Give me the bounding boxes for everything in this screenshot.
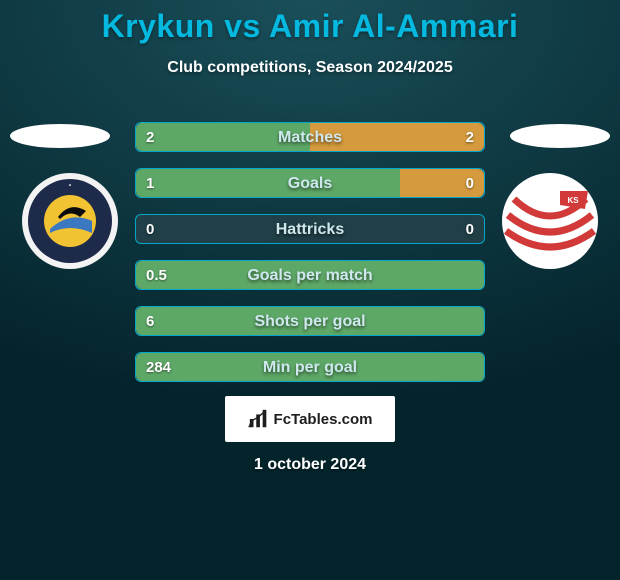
stat-value-right [464, 307, 484, 336]
stat-row: 22Matches [135, 122, 485, 152]
stat-value-right [464, 353, 484, 382]
stat-row: 0 0Hattricks [135, 214, 485, 244]
right-ellipse-decor [510, 124, 610, 148]
stat-value-left: 0.5 [136, 261, 177, 290]
stat-rows-container: 22Matches10Goals00Hattricks0.5Goals per … [135, 122, 485, 398]
stat-row: 284Min per goal [135, 352, 485, 382]
stat-value-right: 0 [456, 169, 484, 198]
club-badge-right: KS [500, 171, 600, 271]
stat-value-left: 2 [136, 123, 164, 152]
club-badge-left: • [20, 171, 120, 271]
stat-value-left: 1 [136, 169, 164, 198]
source-label: FcTables.com [274, 411, 373, 428]
stat-value-left: 0 [136, 215, 164, 244]
snapshot-date: 1 october 2024 [0, 456, 620, 474]
page-subtitle: Club competitions, Season 2024/2025 [0, 59, 620, 77]
svg-text:•: • [69, 183, 71, 189]
stat-row: 6Shots per goal [135, 306, 485, 336]
source-badge: FcTables.com [225, 396, 395, 442]
left-ellipse-decor [10, 124, 110, 148]
stat-label: Hattricks [136, 215, 484, 244]
stat-row: 0.5Goals per match [135, 260, 485, 290]
bar-chart-icon [248, 408, 270, 430]
stat-fill-left [136, 353, 484, 381]
svg-text:KS: KS [567, 196, 579, 205]
stat-fill-left [136, 261, 484, 289]
stat-value-right: 2 [456, 123, 484, 152]
page-title: Krykun vs Amir Al-Ammari [0, 0, 620, 45]
stat-value-right: 0 [456, 215, 484, 244]
stat-value-right [464, 261, 484, 290]
stat-value-left: 284 [136, 353, 181, 382]
stat-row: 10Goals [135, 168, 485, 198]
stat-value-left: 6 [136, 307, 164, 336]
stat-fill-left [136, 169, 400, 197]
club-crest-left-icon: • [20, 171, 120, 271]
comparison-infographic: Krykun vs Amir Al-Ammari Club competitio… [0, 0, 620, 580]
club-crest-right-icon: KS [500, 171, 600, 271]
stat-fill-left [136, 307, 484, 335]
